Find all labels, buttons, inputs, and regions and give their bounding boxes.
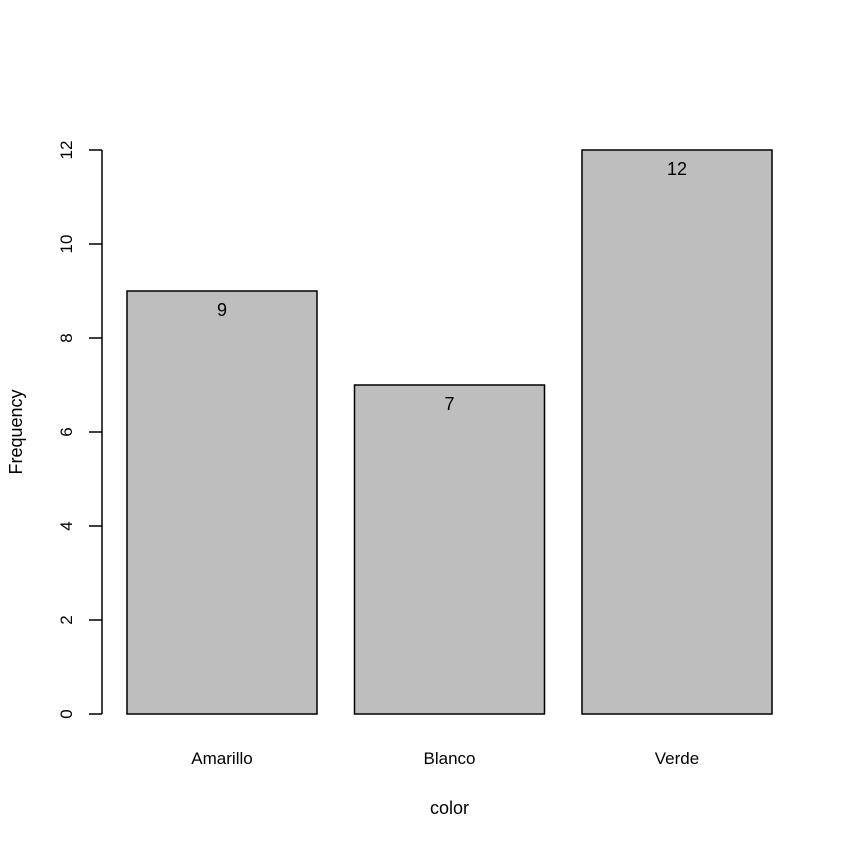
y-axis-title: Frequency: [6, 389, 26, 474]
bar: [581, 149, 773, 715]
y-tick-label: 4: [57, 521, 76, 530]
y-tick-label: 8: [57, 333, 76, 342]
bar: [126, 290, 318, 715]
y-tick-label: 12: [57, 141, 76, 160]
x-axis-title: color: [430, 798, 469, 818]
x-tick-label: Verde: [655, 749, 699, 768]
bar-value-label: 9: [217, 300, 227, 320]
y-tick-label: 6: [57, 427, 76, 436]
bar-value-label: 7: [444, 394, 454, 414]
y-tick-label: 2: [57, 615, 76, 624]
bar: [353, 384, 546, 715]
y-tick-label: 10: [57, 235, 76, 254]
bar-value-label: 12: [667, 159, 687, 179]
y-tick-label: 0: [57, 709, 76, 718]
x-tick-labels: Amarillo Blanco Verde: [191, 749, 699, 768]
x-tick-label: Amarillo: [191, 749, 252, 768]
x-tick-label: Blanco: [424, 749, 476, 768]
y-axis: 0 2 4 6 8 10 12: [57, 141, 103, 719]
bars: [126, 149, 773, 715]
bar-labels: 9 7 12: [217, 159, 687, 414]
